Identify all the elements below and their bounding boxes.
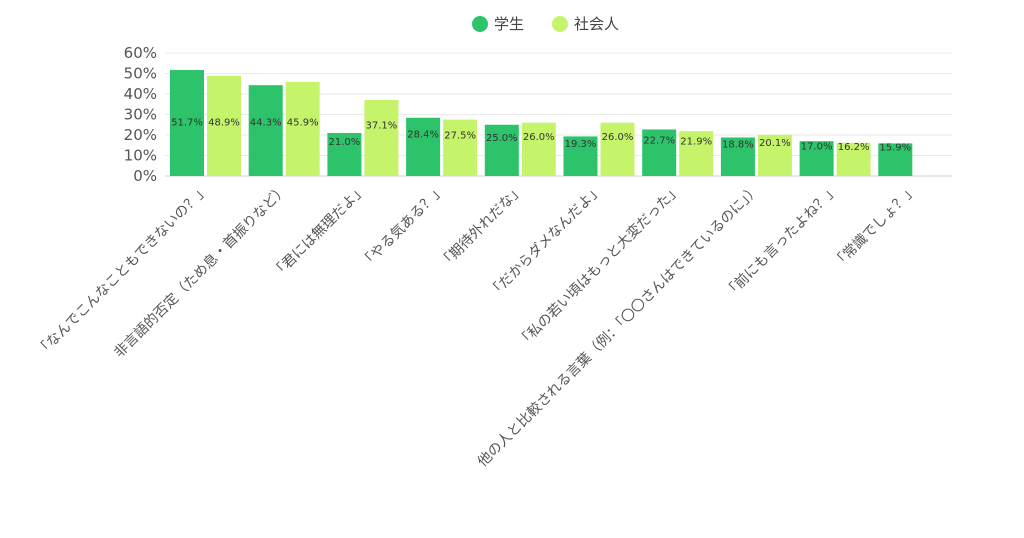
bar: [443, 119, 478, 176]
bar: [642, 129, 677, 176]
bar: [327, 132, 362, 176]
x-tick-label: 「常識でしょ？」: [830, 182, 921, 273]
data-label: 27.5%: [444, 131, 476, 142]
bar: [836, 142, 871, 176]
y-tick-label: 10%: [124, 147, 157, 165]
data-label: 26.0%: [523, 132, 555, 143]
y-tick-label: 0%: [133, 167, 157, 185]
bar: [406, 117, 441, 176]
x-tick-label: 他の人と比較される言葉（例：「〇〇さんはできているのに」）: [475, 182, 763, 470]
x-tick-label: 「期待外れだな」: [437, 182, 528, 273]
bar: [799, 141, 834, 176]
legend-label: 学生: [494, 15, 524, 33]
data-label: 17.0%: [801, 141, 833, 152]
data-label: 51.7%: [171, 118, 203, 129]
x-tick-label: 「やる気ある？」: [358, 182, 449, 273]
y-tick-label: 30%: [124, 106, 157, 124]
bar: [364, 99, 399, 176]
bar: [170, 70, 204, 176]
x-tick-label: 「なんでこんなこともできないの？」: [34, 182, 213, 361]
x-tick-label: 「私の若い頃はもっと大変だった」: [514, 181, 684, 351]
data-label: 15.9%: [879, 142, 911, 153]
data-label: 22.7%: [643, 135, 675, 146]
bar: [600, 122, 635, 176]
legend-marker: [552, 16, 568, 32]
data-label: 16.2%: [838, 142, 870, 153]
bar: [757, 134, 792, 176]
bar: [207, 75, 241, 176]
data-label: 44.3%: [250, 118, 282, 129]
bar: [563, 136, 598, 176]
legend-label: 社会人: [574, 15, 619, 33]
legend-marker: [472, 16, 488, 32]
y-tick-label: 50%: [124, 65, 157, 83]
data-label: 21.0%: [329, 137, 361, 148]
data-label: 25.0%: [486, 133, 518, 144]
data-label: 21.9%: [680, 136, 712, 147]
x-tick-label: 非言語的否定（ため息・首振りなど）: [111, 181, 291, 361]
data-label: 28.4%: [407, 130, 439, 141]
bar: [248, 85, 283, 176]
bar: [484, 124, 519, 176]
data-label: 45.9%: [287, 118, 319, 129]
data-label: 19.3%: [565, 139, 597, 150]
bar: [679, 131, 714, 176]
bar: [521, 122, 556, 176]
bar: [878, 143, 913, 176]
y-tick-label: 20%: [124, 126, 157, 144]
data-label: 37.1%: [366, 121, 398, 132]
y-tick-label: 40%: [124, 85, 157, 103]
bar: [285, 81, 320, 176]
data-label: 26.0%: [602, 132, 634, 143]
data-label: 18.8%: [722, 139, 754, 150]
bar: [720, 137, 755, 176]
data-label: 48.9%: [208, 118, 240, 129]
y-tick-label: 60%: [124, 44, 157, 62]
data-label: 20.1%: [759, 138, 791, 149]
